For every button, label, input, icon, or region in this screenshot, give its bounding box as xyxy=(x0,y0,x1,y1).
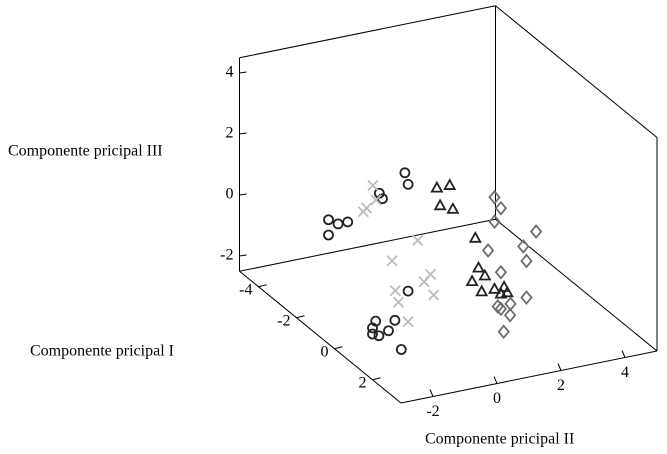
point xyxy=(491,299,504,314)
point xyxy=(488,214,501,230)
point xyxy=(504,296,517,312)
point xyxy=(517,238,530,254)
point xyxy=(402,315,414,328)
point xyxy=(494,301,508,317)
point xyxy=(475,284,489,297)
point xyxy=(370,194,382,206)
z-tick-label: 0 xyxy=(226,186,234,203)
point xyxy=(399,167,411,179)
x-axis-label: Componente pricipal II xyxy=(425,431,574,448)
point xyxy=(503,307,517,323)
box-edge xyxy=(495,5,658,138)
box-edge xyxy=(239,5,496,59)
x-tick xyxy=(621,350,626,358)
z-tick xyxy=(239,71,247,74)
point xyxy=(497,324,510,340)
point xyxy=(367,328,378,340)
box-edge xyxy=(239,218,496,272)
point xyxy=(497,279,511,292)
point xyxy=(342,216,354,228)
point xyxy=(529,224,543,239)
x-tick-label: 4 xyxy=(621,364,629,381)
point xyxy=(478,268,492,281)
point xyxy=(389,285,401,297)
point xyxy=(481,243,495,258)
point xyxy=(402,285,414,297)
point xyxy=(488,189,501,205)
point xyxy=(332,218,344,230)
point xyxy=(386,255,398,267)
y-tick xyxy=(296,315,305,319)
point xyxy=(500,285,514,298)
x-tick-label: 2 xyxy=(557,377,565,394)
y-tick xyxy=(334,346,343,350)
point xyxy=(430,180,444,193)
point xyxy=(428,289,440,301)
point xyxy=(468,230,482,243)
x-tick xyxy=(557,363,562,371)
point xyxy=(494,264,508,280)
z-tick-label: 4 xyxy=(226,64,234,81)
point xyxy=(520,253,533,269)
y-tick xyxy=(372,377,381,381)
y-tick xyxy=(258,284,267,288)
point xyxy=(465,274,479,287)
point xyxy=(494,200,508,216)
point xyxy=(487,281,502,294)
y-tick-label: 2 xyxy=(359,374,367,391)
point xyxy=(395,344,407,355)
point xyxy=(446,201,460,214)
x-tick xyxy=(493,376,498,384)
x-tick-label: 0 xyxy=(493,390,501,407)
point xyxy=(357,206,369,218)
z-axis-label: Componente pricipal III xyxy=(8,143,163,160)
point xyxy=(443,178,457,190)
z-tick-label: -2 xyxy=(220,247,233,264)
z-tick xyxy=(239,132,247,135)
point xyxy=(323,214,334,226)
x-tick-label: -2 xyxy=(426,403,439,420)
point xyxy=(389,314,401,326)
z-tick xyxy=(239,254,247,257)
point xyxy=(373,330,385,342)
z-tick-label: 2 xyxy=(226,125,234,142)
x-tick xyxy=(429,389,434,397)
box-edge xyxy=(400,350,658,404)
box-edge xyxy=(495,218,658,352)
point xyxy=(383,325,394,337)
point xyxy=(367,322,378,334)
point xyxy=(412,234,424,246)
point xyxy=(520,290,533,305)
box-edge xyxy=(239,270,402,404)
y-tick-label: -2 xyxy=(277,312,290,329)
y-tick-label: 0 xyxy=(321,343,329,360)
y-axis-label: Componente pricipal I xyxy=(30,343,174,360)
z-tick xyxy=(239,193,247,196)
y-tick-label: -4 xyxy=(239,281,252,298)
point xyxy=(418,276,430,288)
point xyxy=(392,296,405,308)
point xyxy=(471,260,486,273)
point xyxy=(323,229,334,241)
point xyxy=(433,198,447,211)
point xyxy=(402,178,414,190)
point xyxy=(367,179,379,192)
